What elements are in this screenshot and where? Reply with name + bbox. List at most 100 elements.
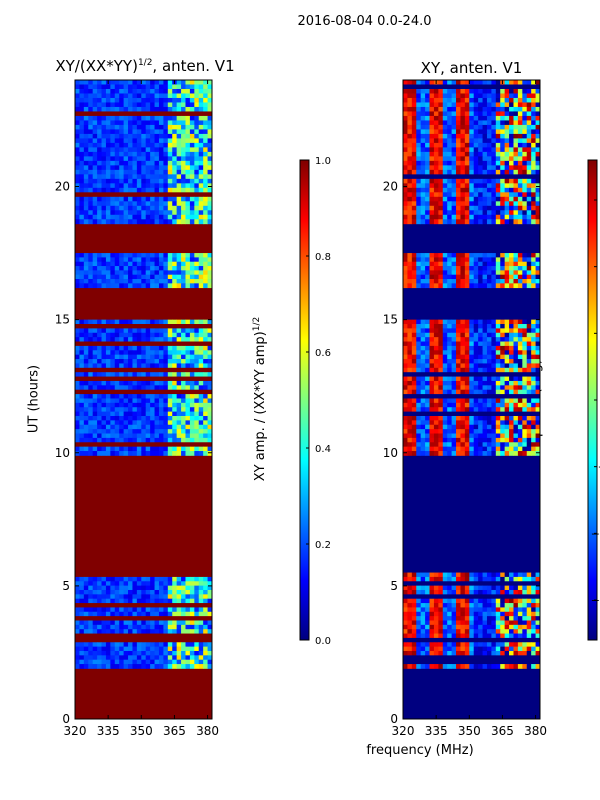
heatmap-cell [189, 156, 195, 162]
heatmap-cell [97, 594, 102, 600]
heatmap-cell [150, 169, 155, 175]
heatmap-cell [429, 111, 435, 117]
heatmap-cell [181, 97, 186, 103]
heatmap-cell [114, 214, 120, 220]
heatmap-cell [451, 585, 457, 591]
heatmap-cell [114, 270, 120, 276]
heatmap-cell [464, 328, 470, 334]
heatmap-cell [198, 156, 204, 162]
heatmap-cell [198, 576, 204, 582]
heatmap-cell [522, 138, 528, 144]
heatmap-cell [429, 442, 435, 448]
heatmap-cell [522, 572, 528, 578]
heatmap-cell [509, 572, 514, 578]
heatmap-cell [531, 380, 536, 386]
heatmap-cell [123, 196, 129, 202]
heatmap-cell [464, 603, 470, 608]
heatmap-cell [500, 642, 506, 648]
heatmap-cell [438, 93, 444, 99]
heatmap-cell [105, 319, 111, 325]
heatmap-cell [136, 433, 142, 439]
heatmap-cell [154, 337, 160, 342]
heatmap-cell [136, 415, 142, 421]
heatmap-cell [123, 332, 129, 338]
heatmap-cell [158, 160, 164, 166]
heatmap-cell [504, 607, 510, 613]
heatmap-cell [189, 102, 195, 108]
heatmap-cell [198, 201, 204, 207]
heatmap-cell [420, 415, 426, 421]
heatmap-cell [163, 420, 169, 426]
heatmap-cell [451, 367, 457, 373]
heatmap-cell [500, 398, 506, 404]
heatmap-cell [517, 328, 523, 334]
heatmap-cell [460, 407, 466, 413]
heatmap-cell [114, 102, 120, 108]
heatmap-cell [114, 407, 120, 413]
heatmap-cell [176, 659, 182, 665]
heatmap-cell [110, 201, 116, 207]
heatmap-cell [411, 169, 417, 175]
heatmap-cell [517, 646, 523, 652]
heatmap-cell [478, 332, 483, 338]
heatmap-cell [447, 446, 453, 452]
heatmap-cell [464, 646, 470, 652]
heatmap-cell [469, 266, 475, 271]
heatmap-cell [504, 598, 510, 604]
heatmap-cell [517, 156, 523, 162]
heatmap-cell [110, 169, 116, 175]
heatmap-cell [114, 84, 120, 90]
heatmap-cell [478, 270, 483, 276]
heatmap-cell [110, 585, 116, 591]
heatmap-cell [163, 354, 169, 360]
heatmap-cell [522, 424, 528, 430]
heatmap-cell [535, 129, 541, 135]
heatmap-cell [185, 214, 191, 220]
heatmap-cell [517, 664, 523, 669]
heatmap-cell [194, 598, 200, 604]
heatmap-cell [145, 156, 151, 162]
heatmap-cell [531, 402, 536, 408]
heatmap-cell [145, 266, 151, 271]
heatmap-cell [105, 607, 111, 613]
heatmap-cell [478, 283, 483, 289]
heatmap-cell [114, 363, 120, 369]
heatmap-cell [145, 274, 151, 280]
heatmap-cell [141, 102, 147, 108]
heatmap-cell [504, 433, 510, 439]
heatmap-cell [145, 620, 151, 626]
heatmap-cell [438, 367, 444, 373]
heatmap-cell [403, 376, 408, 382]
heatmap-cell [526, 433, 532, 439]
heatmap-cell [158, 319, 164, 325]
heatmap-cell [500, 196, 506, 202]
heatmap-cell [123, 402, 129, 408]
heatmap-cell [136, 156, 142, 162]
heatmap-cell [495, 142, 501, 148]
heatmap-cell [522, 429, 528, 434]
heatmap-cell [482, 616, 488, 621]
heatmap-cell [158, 576, 164, 582]
heatmap-cell [92, 88, 98, 94]
heatmap-cell [486, 102, 492, 108]
heatmap-cell [136, 257, 142, 263]
heatmap-cell [203, 120, 208, 126]
heatmap-cell [181, 142, 186, 148]
heatmap-cell [451, 88, 457, 94]
heatmap-cell [114, 332, 120, 338]
heatmap-cell [97, 659, 102, 665]
heatmap-cell [123, 611, 129, 617]
heatmap-cell [451, 201, 457, 207]
heatmap-cell [123, 183, 129, 189]
heatmap-cell [181, 629, 186, 634]
heatmap-cell [194, 650, 200, 656]
heatmap-cell [438, 420, 444, 426]
heatmap-cell [517, 337, 523, 342]
heatmap-cell [456, 106, 461, 112]
heatmap-cell [486, 196, 492, 202]
heatmap-cell [464, 424, 470, 430]
heatmap-cell [517, 257, 523, 263]
heatmap-cell [531, 337, 536, 342]
heatmap-cell [433, 415, 439, 421]
heatmap-cell [486, 624, 492, 630]
